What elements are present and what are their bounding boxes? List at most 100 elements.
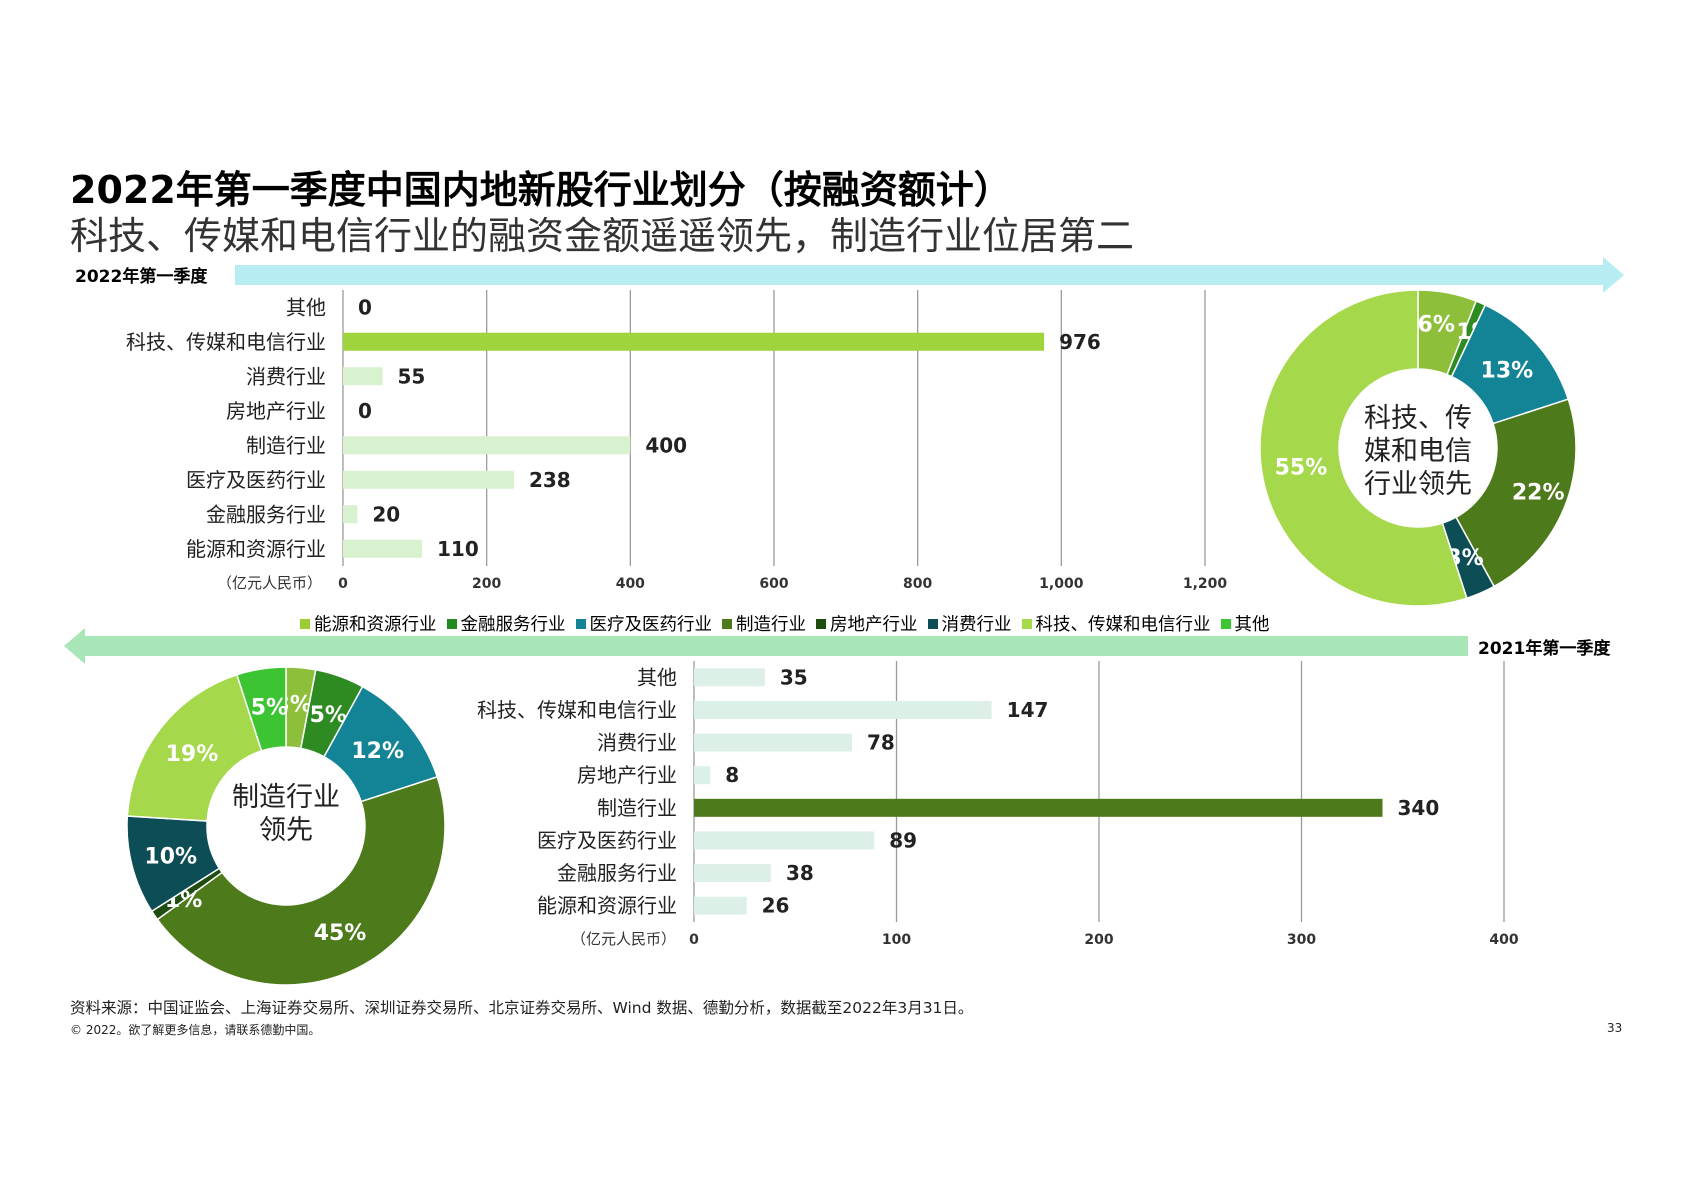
legend-item: 能源和资源行业 bbox=[300, 611, 437, 636]
data-label: 20 bbox=[372, 502, 400, 526]
bar bbox=[694, 798, 1383, 817]
donut-chart-2022: 6%1%13%22%3%55% bbox=[1259, 289, 1577, 607]
arrow-left-icon bbox=[64, 628, 1468, 664]
legend-label: 消费行业 bbox=[941, 615, 1012, 635]
bar bbox=[694, 766, 711, 785]
category-label: 金融服务行业 bbox=[206, 502, 326, 526]
data-label: 0 bbox=[358, 295, 372, 319]
legend-swatch bbox=[300, 618, 310, 629]
bar bbox=[694, 700, 992, 719]
donut-2022-center-line: 科技、传 bbox=[1364, 403, 1472, 434]
category-label: 科技、传媒和电信行业 bbox=[477, 698, 677, 722]
x-tick-label: 400 bbox=[1489, 932, 1518, 948]
arrow-right-icon bbox=[235, 257, 1624, 293]
page-number: 33 bbox=[1607, 1021, 1623, 1035]
legend-item: 医疗及医药行业 bbox=[575, 611, 713, 636]
bar bbox=[343, 436, 631, 455]
legend-label: 制造行业 bbox=[736, 615, 806, 635]
donut-2021-center-text: 制造行业 领先 bbox=[206, 781, 366, 847]
data-label: 400 bbox=[645, 433, 687, 457]
x-tick-label: 800 bbox=[903, 576, 932, 592]
bar bbox=[694, 668, 765, 687]
bar bbox=[343, 505, 358, 524]
donut-2021-center-line: 领先 bbox=[259, 815, 313, 846]
slice-label: 13% bbox=[1481, 359, 1534, 384]
x-tick-label: 400 bbox=[616, 576, 645, 592]
legend-label: 医疗及医药行业 bbox=[589, 615, 713, 635]
legend-item: 房地产行业 bbox=[816, 611, 918, 636]
donut-slice bbox=[156, 775, 446, 986]
x-tick-label: 1,200 bbox=[1183, 576, 1228, 592]
copyright: © 2022。欲了解更多信息，请联系德勤中国。 bbox=[70, 1023, 321, 1037]
donut-slice bbox=[1259, 289, 1468, 607]
legend-swatch bbox=[927, 618, 938, 629]
legend-item: 消费行业 bbox=[927, 611, 1012, 636]
bar bbox=[343, 470, 514, 489]
slice-label: 55% bbox=[1275, 456, 1328, 481]
donut-slice bbox=[1455, 398, 1577, 588]
legend-swatch bbox=[1220, 618, 1231, 629]
data-label: 147 bbox=[1007, 698, 1049, 722]
category-label: 房地产行业 bbox=[577, 763, 677, 787]
donut-2021-center-line: 制造行业 bbox=[232, 782, 340, 813]
period-label-2021: 2021年第一季度 bbox=[1478, 639, 1611, 659]
x-tick-label: 300 bbox=[1287, 932, 1316, 948]
bar bbox=[694, 831, 875, 850]
legend-swatch bbox=[446, 618, 457, 629]
x-tick-label: 1,000 bbox=[1039, 576, 1084, 592]
slice-label: 45% bbox=[314, 921, 367, 946]
legend-label: 其他 bbox=[1234, 615, 1270, 635]
category-label: 医疗及医药行业 bbox=[186, 468, 326, 492]
category-label: 能源和资源行业 bbox=[537, 894, 677, 918]
x-tick-label: 100 bbox=[882, 932, 911, 948]
category-label: 医疗及医药行业 bbox=[537, 828, 677, 852]
data-label: 110 bbox=[437, 537, 479, 561]
legend-swatch bbox=[575, 618, 586, 629]
legend-swatch bbox=[816, 618, 826, 629]
bar bbox=[694, 896, 747, 915]
x-tick-label: 0 bbox=[689, 932, 699, 948]
category-label: 其他 bbox=[637, 665, 677, 689]
category-label: 房地产行业 bbox=[226, 399, 326, 423]
slice-label: 12% bbox=[351, 739, 404, 764]
data-label: 78 bbox=[867, 731, 895, 755]
category-label: 金融服务行业 bbox=[557, 861, 677, 885]
legend-swatch bbox=[1021, 618, 1032, 629]
period-label-2022: 2022年第一季度 bbox=[75, 267, 208, 287]
data-label: 0 bbox=[358, 399, 372, 423]
data-label: 38 bbox=[786, 861, 814, 885]
data-label: 8 bbox=[725, 763, 739, 787]
slice-label: 10% bbox=[144, 845, 197, 870]
bar bbox=[343, 539, 423, 558]
slice-label: 19% bbox=[166, 742, 219, 767]
donut-chart-2021: 3%5%12%45%1%10%19%5% bbox=[126, 666, 446, 986]
category-label: 消费行业 bbox=[597, 731, 677, 755]
x-tick-label: 200 bbox=[1084, 932, 1113, 948]
category-label: 消费行业 bbox=[246, 364, 326, 388]
x-tick-label: 200 bbox=[472, 576, 501, 592]
x-tick-label: 0 bbox=[338, 576, 348, 592]
category-label: 其他 bbox=[286, 295, 326, 319]
data-label: 238 bbox=[529, 468, 571, 492]
bar bbox=[694, 864, 771, 883]
legend-swatch bbox=[722, 618, 732, 629]
donut-slice bbox=[235, 666, 287, 752]
data-label: 340 bbox=[1398, 796, 1440, 820]
donut-2022-center-text: 科技、传 媒和电信 行业领先 bbox=[1338, 402, 1498, 501]
legend-item: 科技、传媒和电信行业 bbox=[1021, 611, 1211, 636]
x-tick-label: 600 bbox=[759, 576, 788, 592]
data-label: 55 bbox=[398, 364, 426, 388]
legend-item: 制造行业 bbox=[722, 611, 806, 636]
legend-item: 金融服务行业 bbox=[446, 611, 566, 636]
page-subtitle: 科技、传媒和电信行业的融资金额遥遥领先，制造行业位居第二 bbox=[70, 214, 1135, 258]
legend-label: 房地产行业 bbox=[830, 615, 918, 635]
legend-item: 其他 bbox=[1220, 611, 1270, 636]
category-label: 科技、传媒和电信行业 bbox=[126, 330, 326, 354]
bar bbox=[694, 733, 852, 752]
bar bbox=[343, 367, 383, 386]
category-label: 制造行业 bbox=[597, 796, 677, 820]
slice-label: 5% bbox=[251, 695, 288, 720]
slice-label: 6% bbox=[1418, 313, 1455, 338]
donut-2022-center-line: 媒和电信 bbox=[1364, 436, 1472, 467]
